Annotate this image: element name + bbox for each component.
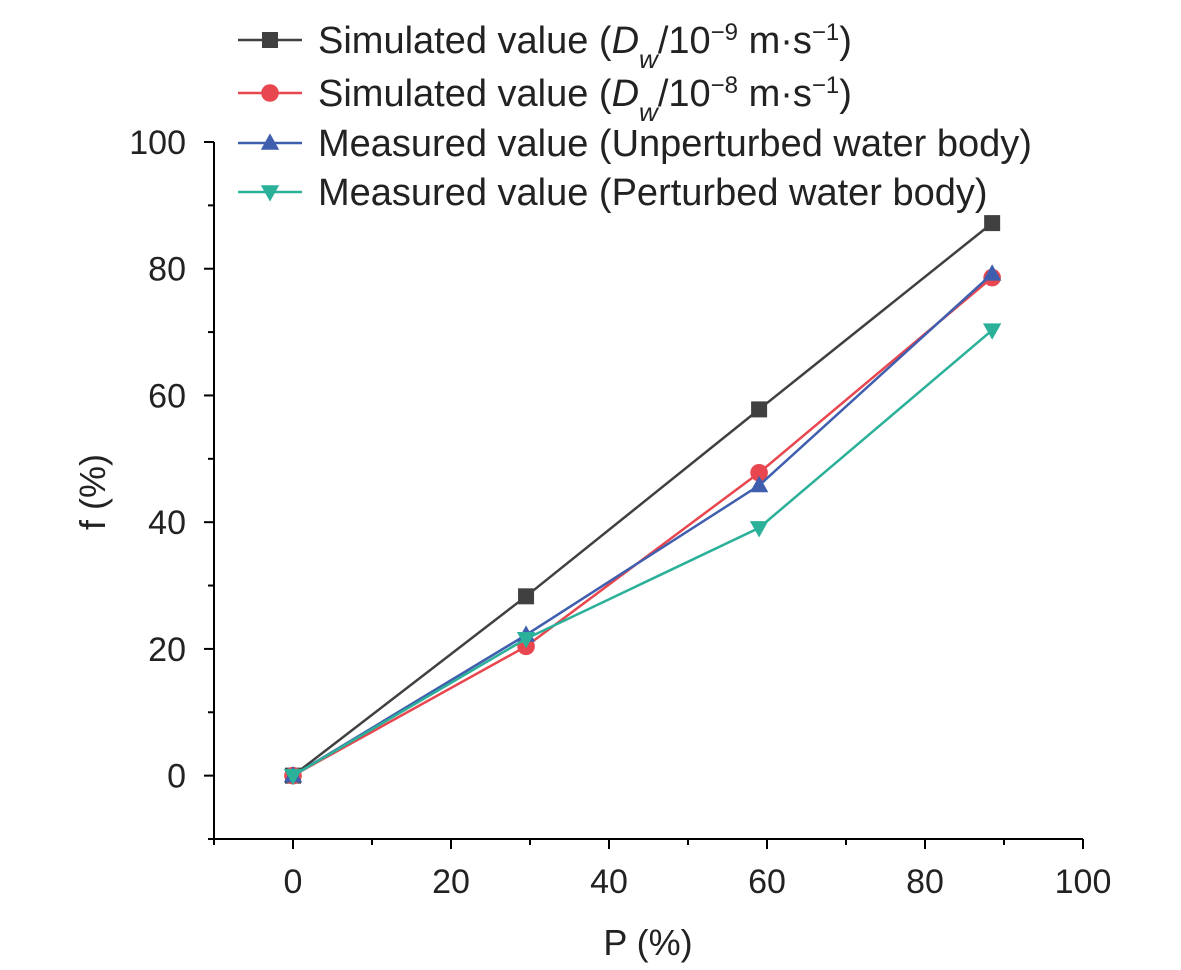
legend: Simulated value (Dw/10−9 m·s−1)Simulated… [238,19,1032,214]
data-point-marker [516,631,536,649]
legend-label-part: /10 [658,73,711,115]
x-tick-label: 0 [284,863,303,901]
data-point-marker [982,264,1002,281]
legend-label-part: D [612,20,639,62]
legend-label: Simulated value (Dw/10−9 m·s−1) [318,19,852,75]
legend-label-part: −1 [812,19,839,46]
legend-label: Measured value (Unperturbed water body) [318,123,1032,165]
x-tick-label: 80 [906,863,944,901]
data-point-marker [751,401,768,418]
x-tick-label: 20 [432,863,470,901]
x-axis-title: P (%) [603,922,692,963]
legend-marker-swatch [261,84,279,102]
legend-marker-swatch [262,32,278,48]
x-tick-label: 100 [1055,863,1112,901]
x-tick-label: 40 [590,863,628,901]
data-point-marker [283,768,303,786]
legend-label-part: /10 [658,20,711,62]
series-2 [284,268,1001,785]
series-3 [283,264,1002,783]
data-point-marker [749,475,769,493]
data-point-marker [750,463,768,482]
legend-label-part: −8 [711,72,738,99]
y-tick-label: 20 [148,631,186,669]
legend-label-part: −1 [812,72,839,99]
legend-label: Measured value (Perturbed water body) [318,172,988,214]
legend-item-2: Simulated value (Dw/10−8 m·s−1) [238,72,852,128]
legend-label-part: D [612,73,639,115]
legend-item-1: Simulated value (Dw/10−9 m·s−1) [238,19,852,75]
legend-label-part: m·s [738,20,812,62]
data-point-marker [982,323,1002,340]
series-line [292,276,993,777]
y-tick-label: 40 [148,504,186,542]
legend-marker-swatch [260,133,280,150]
legend-label-part: Simulated value ( [318,73,612,115]
y-axis-title: f (%) [72,454,113,530]
legend-label-part: ) [839,73,852,115]
series-line [292,329,993,777]
legend-marker-swatch [260,185,280,202]
x-tick-label: 60 [748,863,786,901]
axes: 0 20 40 60 80 100 0 20 40 60 80 100 [129,124,1111,901]
y-tick-label: 60 [148,377,186,415]
series-4 [283,323,1002,786]
y-tick-label: 80 [148,251,186,289]
legend-label-part: Simulated value ( [318,20,612,62]
series-layer [283,215,1002,786]
data-point-marker [518,588,535,605]
series-line [292,222,993,777]
y-tick-label: 100 [129,124,186,162]
legend-label-part: w [639,97,660,127]
data-point-marker [984,215,1001,232]
legend-label-part: w [639,44,660,74]
legend-label-part: −9 [711,19,738,46]
legend-label-part: m·s [738,73,812,115]
y-tick-label: 0 [167,758,186,796]
legend-item-3: Measured value (Unperturbed water body) [238,123,1032,165]
legend-label-part: ) [839,20,852,62]
legend-label: Simulated value (Dw/10−8 m·s−1) [318,72,852,128]
legend-item-4: Measured value (Perturbed water body) [238,172,988,214]
series-1 [285,215,1001,784]
data-point-marker [749,521,769,538]
series-line [292,272,993,777]
